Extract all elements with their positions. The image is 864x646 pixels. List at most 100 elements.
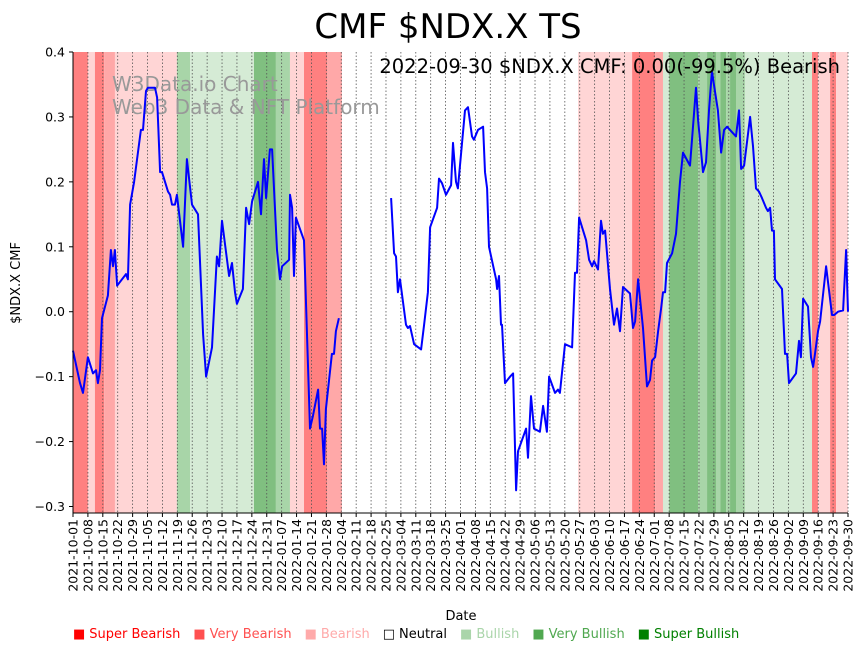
band-B bbox=[114, 52, 177, 513]
band-B bbox=[836, 52, 848, 513]
legend-swatch-icon: ■ bbox=[193, 627, 206, 642]
x-tick-label: 2021-12-31 bbox=[259, 519, 274, 592]
band-Bu bbox=[190, 52, 254, 513]
y-tick-label: 0.0 bbox=[45, 304, 65, 319]
x-tick-label: 2022-01-14 bbox=[289, 519, 304, 592]
watermark-line-1: W3Data.io Chart bbox=[112, 72, 278, 96]
band-SB bbox=[812, 52, 818, 513]
band-VB bbox=[327, 52, 342, 513]
band-SBu bbox=[720, 52, 727, 513]
x-tick-label: 2022-02-04 bbox=[334, 519, 349, 592]
chart-title: CMF $NDX.X TS bbox=[314, 7, 581, 47]
y-tick-label: −0.2 bbox=[35, 434, 65, 449]
legend-item: □ Neutral bbox=[383, 627, 447, 642]
x-tick-label: 2022-06-03 bbox=[587, 519, 602, 592]
legend-swatch-icon: ■ bbox=[304, 627, 317, 642]
y-tick-label: 0.1 bbox=[45, 239, 65, 254]
band-VB bbox=[655, 52, 663, 513]
x-tick-label: 2022-02-25 bbox=[378, 519, 393, 592]
x-tick-label: 2022-06-17 bbox=[617, 519, 632, 592]
band-SB bbox=[830, 52, 837, 513]
x-tick-label: 2022-01-21 bbox=[304, 519, 319, 592]
legend-swatch-icon: □ bbox=[382, 627, 396, 642]
x-tick-label: 2022-01-07 bbox=[274, 519, 289, 592]
x-tick-label: 2021-10-08 bbox=[80, 519, 95, 592]
legend-item: ■ Very Bearish bbox=[193, 627, 291, 642]
x-tick-label: 2022-07-15 bbox=[677, 519, 692, 592]
x-tick-label: 2022-08-26 bbox=[766, 519, 781, 592]
y-tick-label: −0.1 bbox=[35, 369, 65, 384]
x-tick-label: 2022-09-30 bbox=[841, 519, 856, 592]
legend-label: Super Bullish bbox=[653, 627, 740, 642]
y-tick-label: 0.3 bbox=[45, 109, 65, 124]
x-tick-label: 2021-11-12 bbox=[155, 519, 170, 592]
x-tick-label: 2022-04-08 bbox=[468, 519, 483, 592]
y-axis-label: $NDX.X CMF bbox=[9, 242, 24, 324]
legend-swatch-icon: ■ bbox=[73, 627, 86, 642]
legend-item: ■ Super Bearish bbox=[73, 627, 180, 642]
x-tick-label: 2021-10-29 bbox=[125, 519, 140, 592]
latest-value-annotation: 2022-09-30 $NDX.X CMF: 0.00(-99.5%) Bear… bbox=[379, 55, 840, 78]
x-tick-label: 2022-08-12 bbox=[736, 519, 751, 592]
legend-label: Bearish bbox=[320, 627, 370, 642]
x-tick-label: 2022-05-27 bbox=[572, 519, 587, 592]
x-tick-label: 2022-03-11 bbox=[408, 519, 423, 592]
x-tick-label: 2022-06-24 bbox=[632, 519, 647, 592]
x-tick-label: 2022-04-01 bbox=[453, 519, 468, 592]
band-SB bbox=[73, 52, 88, 513]
x-tick-label: 2022-06-10 bbox=[602, 519, 617, 592]
cmf-series-line bbox=[72, 70, 849, 492]
x-tick-label: 2021-11-05 bbox=[140, 519, 155, 592]
x-tick-label: 2021-10-01 bbox=[66, 519, 81, 592]
x-tick-label: 2021-11-26 bbox=[185, 519, 200, 592]
band-VBu bbox=[698, 52, 708, 513]
legend-swatch-icon: ■ bbox=[637, 627, 650, 642]
band-VBu bbox=[715, 52, 721, 513]
x-tick-label: 2022-03-25 bbox=[438, 519, 453, 592]
band-VBu bbox=[275, 52, 290, 513]
watermark-line-2: Web3 Data & NFT Platform bbox=[112, 95, 380, 119]
legend-item: ■ Super Bullish bbox=[638, 627, 740, 642]
x-tick-label: 2022-08-19 bbox=[751, 519, 766, 592]
y-tick-label: 0.2 bbox=[45, 174, 65, 189]
legend-label: Neutral bbox=[399, 627, 448, 642]
legend-label: Very Bullish bbox=[548, 627, 625, 642]
y-tick-label: 0.4 bbox=[45, 45, 65, 60]
legend-label: Very Bearish bbox=[209, 627, 292, 642]
x-tick-label: 2022-05-13 bbox=[542, 519, 557, 592]
x-tick-label: 2022-03-04 bbox=[393, 519, 408, 592]
x-tick-label: 2022-02-18 bbox=[364, 519, 379, 592]
legend-item: ■ Very Bullish bbox=[532, 627, 624, 642]
x-tick-label: 2022-04-15 bbox=[483, 519, 498, 592]
x-tick-label: 2022-08-05 bbox=[721, 519, 736, 592]
x-tick-label: 2021-12-24 bbox=[244, 519, 259, 592]
band-SBu bbox=[730, 52, 737, 513]
band-SBu bbox=[707, 52, 716, 513]
x-tick-label: 2021-12-03 bbox=[200, 519, 215, 592]
x-tick-label: 2022-09-16 bbox=[811, 519, 826, 592]
legend-swatch-icon: ■ bbox=[532, 627, 545, 642]
x-tick-label: 2022-05-20 bbox=[557, 519, 572, 592]
x-tick-label: 2022-02-11 bbox=[349, 519, 364, 592]
x-tick-label: 2022-07-22 bbox=[691, 519, 706, 592]
band-VBu bbox=[176, 52, 191, 513]
x-tick-label: 2022-01-28 bbox=[319, 519, 334, 592]
band-SBu bbox=[253, 52, 276, 513]
x-tick-label: 2022-04-22 bbox=[498, 519, 513, 592]
x-axis-label: Date bbox=[445, 609, 476, 624]
x-tick-label: 2021-11-19 bbox=[170, 519, 185, 592]
band-B bbox=[87, 52, 95, 513]
x-tick-label: 2022-04-29 bbox=[513, 519, 528, 592]
legend-label: Super Bearish bbox=[89, 627, 181, 642]
band-VBu bbox=[736, 52, 745, 513]
x-tick-label: 2021-10-15 bbox=[95, 519, 110, 592]
x-tick-label: 2021-10-22 bbox=[110, 519, 125, 592]
x-tick-label: 2022-09-09 bbox=[796, 519, 811, 592]
x-tick-label: 2022-09-23 bbox=[826, 519, 841, 592]
x-tick-label: 2022-07-01 bbox=[647, 519, 662, 592]
legend-item: ■ Bearish bbox=[305, 627, 370, 642]
x-tick-label: 2022-07-29 bbox=[706, 519, 721, 592]
band-B bbox=[289, 52, 305, 513]
x-tick-label: 2022-03-18 bbox=[423, 519, 438, 592]
